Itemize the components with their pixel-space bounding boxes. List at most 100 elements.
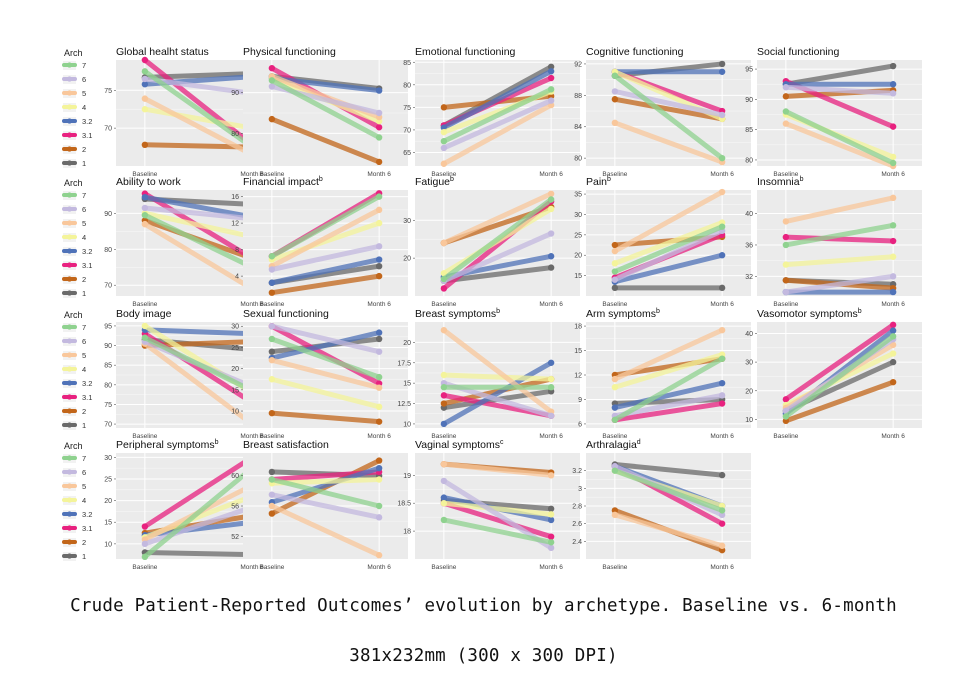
y-tick-label: 85	[104, 363, 112, 370]
y-tick-label: 88	[574, 93, 582, 100]
series-point-baseline	[268, 323, 276, 330]
series-line-3-1	[783, 234, 896, 244]
y-tick-label: 56	[231, 504, 239, 511]
series-point-month6	[547, 375, 555, 383]
y-tick-label: 90	[231, 90, 239, 97]
x-tick-label: Month 6	[710, 433, 734, 440]
legend-label: 3.1	[82, 524, 92, 533]
x-tick-label: Baseline	[602, 564, 627, 571]
legend-label: 6	[82, 75, 86, 84]
series-point-baseline	[440, 275, 448, 283]
series-line-3-1	[612, 401, 725, 423]
series-point-baseline	[782, 241, 790, 249]
series-point-baseline	[141, 75, 149, 83]
series-point-baseline	[611, 260, 619, 267]
series-point-baseline	[782, 93, 790, 100]
y-tick-label: 18.5	[397, 501, 411, 508]
series-point-baseline	[611, 507, 619, 514]
series-point-baseline	[268, 476, 276, 483]
x-tick-label: Baseline	[773, 301, 798, 308]
y-tick-label: 90	[745, 97, 753, 104]
y-tick-label: 20	[745, 388, 753, 395]
legend-label: 3.1	[82, 131, 92, 140]
legend-label: 3.2	[82, 379, 92, 388]
series-point-month6	[375, 243, 383, 250]
series-line-5	[441, 327, 554, 415]
series-point-month6	[375, 193, 383, 200]
series-line-4	[142, 210, 255, 240]
series-line-3-2	[142, 194, 255, 220]
series-point-month6	[375, 158, 383, 166]
series-point-baseline	[611, 88, 619, 95]
series-point-baseline	[141, 81, 149, 88]
y-tick-label: 40	[745, 211, 753, 218]
series-point-month6	[718, 507, 726, 514]
x-tick-label: Month 6	[881, 433, 905, 440]
y-tick-label: 70	[104, 283, 112, 290]
series-point-month6	[718, 60, 726, 68]
series-point-month6	[375, 272, 383, 280]
series-point-month6	[375, 476, 383, 483]
series-point-baseline	[611, 511, 619, 519]
series-line-3-1	[142, 454, 255, 530]
series-point-baseline	[268, 491, 276, 498]
y-tick-label: 20	[574, 253, 582, 260]
y-tick-label: 18	[403, 529, 411, 536]
y-tick-label: 12	[574, 373, 582, 380]
legend-label: 5	[82, 351, 86, 360]
legend-label: 1	[82, 421, 86, 430]
panel-9: Painb 15 20 25 30 35 Baseline Month 6	[574, 176, 751, 308]
series-line-5	[142, 96, 255, 158]
series-line-2	[612, 96, 725, 122]
series-point-baseline	[268, 289, 276, 296]
legend-label: 7	[82, 191, 86, 200]
x-tick-label: Baseline	[773, 433, 798, 440]
series-point-month6	[889, 90, 897, 97]
series-point-baseline	[440, 420, 448, 428]
legend-title: Arch	[64, 48, 83, 58]
panel-title: Breast satisfaction	[243, 439, 329, 451]
legend-label: 1	[82, 289, 86, 298]
y-tick-label: 30	[745, 360, 753, 367]
series-point-baseline	[440, 160, 448, 167]
legend-label: 7	[82, 61, 86, 70]
series-point-month6	[547, 205, 555, 213]
series-line-7	[269, 336, 382, 380]
series-line-5	[142, 341, 255, 427]
legend-row-4: Arch 7 6 5 4 3.2 3.1 2 1	[62, 441, 92, 561]
series-point-baseline	[268, 253, 276, 260]
panel-title: Sexual functioning	[243, 308, 329, 320]
series-point-baseline	[268, 348, 276, 355]
series-line-7	[269, 194, 382, 259]
figure-caption: Crude Patient-Reported Outcomes’ evoluti…	[70, 596, 897, 616]
y-tick-label: 20	[403, 256, 411, 263]
series-point-baseline	[141, 95, 149, 102]
x-tick-label: Month 6	[710, 171, 734, 178]
series-line-3-2	[441, 68, 554, 131]
series-line-4	[612, 352, 725, 390]
y-tick-label: 70	[403, 127, 411, 134]
legend-key-point	[66, 497, 73, 503]
y-tick-label: 20	[403, 340, 411, 347]
y-tick-label: 6	[578, 421, 582, 428]
y-tick-label: 15	[403, 381, 411, 388]
series-point-baseline	[141, 193, 149, 201]
series-point-baseline	[782, 108, 790, 115]
series-point-month6	[718, 542, 726, 549]
series-point-month6	[889, 194, 897, 202]
series-point-month6	[547, 384, 555, 391]
series-point-baseline	[141, 334, 149, 341]
series-point-month6	[547, 544, 555, 552]
series-line-4	[612, 220, 725, 266]
y-tick-label: 90	[104, 211, 112, 218]
series-point-month6	[889, 237, 897, 245]
y-tick-label: 85	[745, 127, 753, 134]
series-point-baseline	[440, 128, 448, 136]
y-tick-label: 95	[104, 323, 112, 330]
series-point-month6	[547, 359, 555, 366]
legend-key-point	[66, 146, 73, 152]
series-line-3-2	[269, 75, 382, 94]
series-point-baseline	[141, 211, 149, 219]
